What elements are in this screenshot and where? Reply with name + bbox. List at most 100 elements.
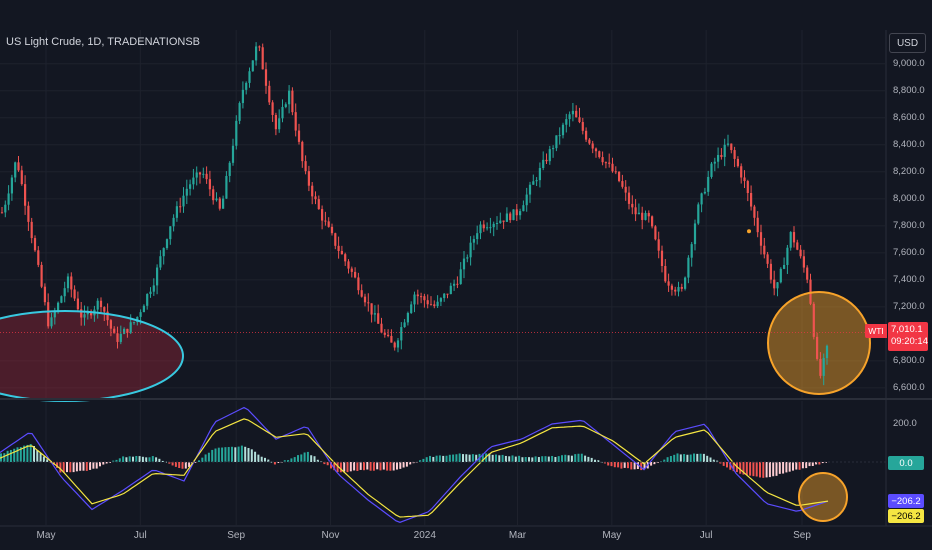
- currency-button[interactable]: USD: [889, 33, 926, 53]
- histogram-bar: [214, 448, 217, 462]
- candle-body: [472, 239, 475, 243]
- macd-line: [0, 406, 829, 523]
- candle-body: [264, 69, 268, 86]
- histogram-bar: [231, 446, 233, 462]
- histogram-bar: [247, 448, 250, 462]
- candle-body: [624, 186, 627, 193]
- histogram-bar: [122, 456, 125, 462]
- candle-body: [532, 181, 535, 185]
- histogram-bar: [217, 447, 220, 462]
- candle-body: [677, 287, 680, 292]
- candle-body: [512, 209, 515, 221]
- histogram-bar: [429, 455, 431, 462]
- candle-body: [743, 177, 746, 182]
- histogram-bar: [531, 457, 534, 462]
- candle-body: [294, 112, 297, 131]
- candle-body: [456, 283, 459, 285]
- candle-body: [60, 296, 63, 303]
- candle-body: [713, 161, 716, 164]
- histogram-bar: [772, 462, 775, 477]
- histogram-bar: [313, 456, 316, 462]
- chart-title: US Light Crude, 1D, TRADENATIONSB: [6, 36, 200, 48]
- candle-body: [783, 264, 786, 269]
- histogram-bar: [369, 462, 372, 471]
- candle-body: [228, 162, 231, 176]
- candle-body: [779, 268, 782, 283]
- candle-body: [674, 289, 677, 292]
- histogram-bar: [752, 462, 755, 477]
- candle-body: [433, 304, 436, 307]
- histogram-bar: [821, 462, 824, 464]
- histogram-bar: [250, 449, 253, 462]
- candles: [0, 42, 886, 386]
- candle-body: [139, 312, 142, 317]
- histogram-bar: [739, 462, 742, 474]
- candle-body: [545, 159, 548, 162]
- candle-body: [7, 193, 10, 205]
- histogram-bar: [795, 462, 798, 470]
- candle-body: [453, 283, 456, 286]
- candle-body: [446, 293, 449, 295]
- histogram-bar: [511, 455, 514, 462]
- candle-body: [132, 322, 136, 324]
- histogram-bar: [85, 462, 88, 471]
- histogram-bar: [56, 462, 59, 468]
- histogram-bar: [745, 462, 748, 476]
- candle-body: [57, 302, 60, 312]
- candle-body: [383, 332, 386, 335]
- histogram-bar: [75, 462, 78, 472]
- histogram-bar: [118, 458, 121, 462]
- histogram-bar: [640, 462, 643, 471]
- candle-body: [555, 135, 558, 149]
- histogram-bar: [742, 462, 745, 475]
- time-axis-label: Mar: [508, 530, 527, 541]
- histogram-bar: [554, 456, 557, 462]
- candle-body: [53, 311, 56, 318]
- time-axis-label: Jul: [699, 530, 713, 541]
- histogram-bar: [458, 453, 461, 462]
- candle-body: [142, 305, 145, 313]
- candle-body: [363, 296, 367, 303]
- candle-body: [769, 263, 772, 280]
- histogram-bar: [128, 456, 131, 462]
- histogram-bar: [808, 462, 811, 467]
- candle-body: [443, 293, 446, 299]
- candle-body: [542, 159, 545, 169]
- histogram-bar: [62, 462, 65, 473]
- candle-body: [525, 194, 528, 206]
- histogram-bar: [343, 462, 346, 472]
- histogram-bar: [518, 455, 521, 462]
- histogram-bar: [158, 458, 161, 462]
- candle-body: [578, 117, 581, 123]
- candle-body: [76, 298, 79, 310]
- candle-body: [350, 268, 353, 272]
- histogram-bar: [283, 460, 286, 462]
- price-axis-label: 8,200.0: [893, 165, 925, 177]
- candle-body: [400, 327, 403, 341]
- histogram-bar: [257, 454, 260, 462]
- indicator-zero-tag: 0.0: [888, 456, 924, 470]
- candle-body: [347, 261, 350, 269]
- histogram-bar: [696, 453, 699, 462]
- histogram-bar: [491, 454, 494, 462]
- histogram-bar: [610, 462, 613, 467]
- price-axis-label: 7,200.0: [893, 300, 925, 312]
- histogram-bar: [46, 459, 49, 462]
- histogram-bar: [729, 462, 732, 470]
- candle-body: [571, 110, 574, 115]
- candle-body: [756, 217, 759, 233]
- histogram-bar: [333, 462, 336, 471]
- histogram-bar: [184, 462, 187, 469]
- histogram-bar: [194, 462, 197, 463]
- candle-body: [324, 220, 327, 222]
- candle-body: [321, 209, 324, 221]
- candle-body: [225, 175, 228, 199]
- candle-body: [789, 232, 792, 248]
- candle-body: [548, 149, 551, 162]
- histogram-bar: [168, 462, 171, 464]
- histogram-bar: [676, 453, 679, 462]
- histogram-bar: [693, 453, 695, 462]
- candle-body: [297, 130, 301, 142]
- histogram-bar: [353, 462, 356, 471]
